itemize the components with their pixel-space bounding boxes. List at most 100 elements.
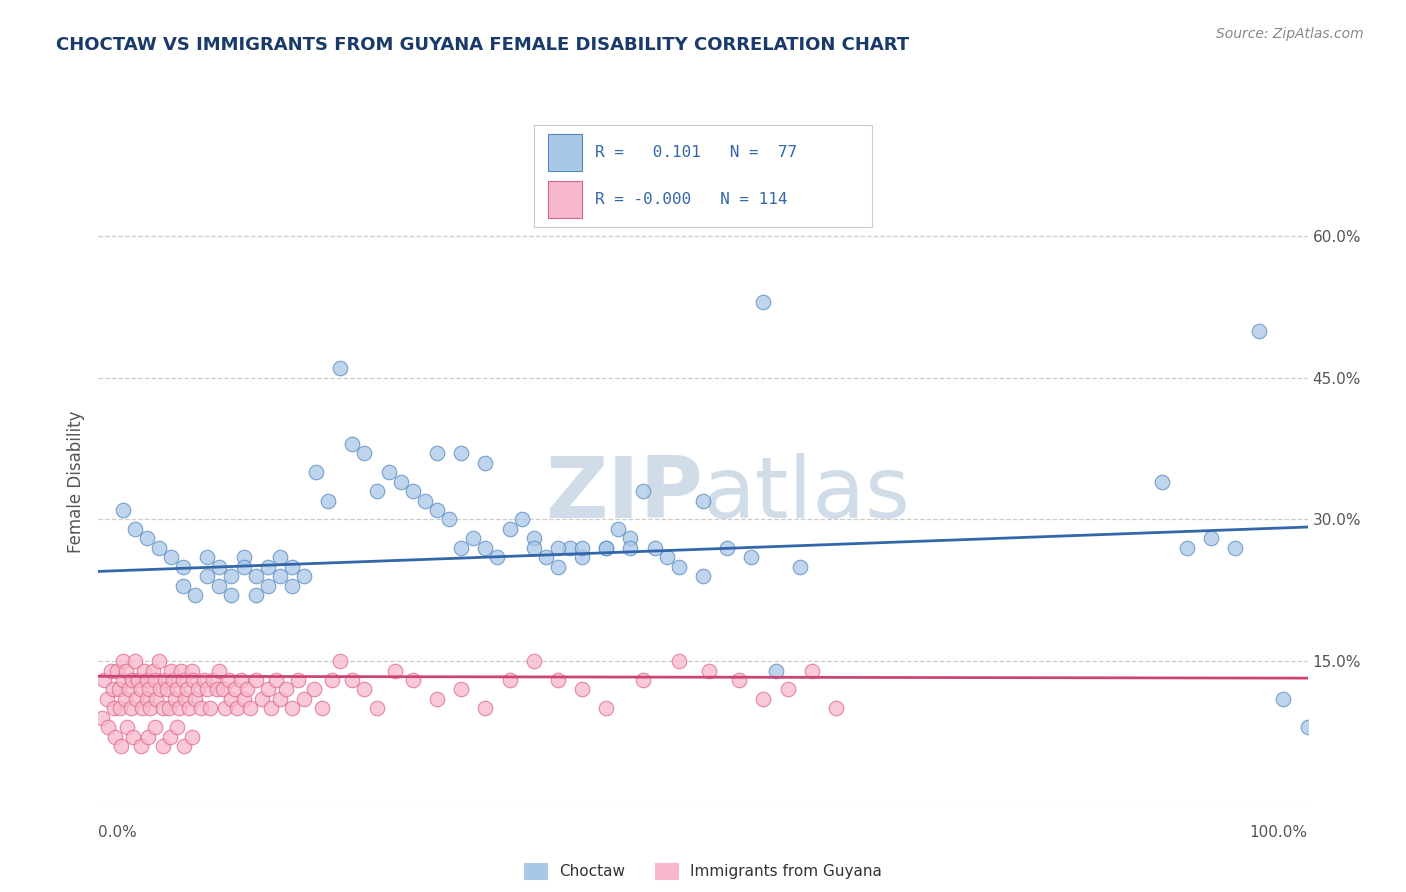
Point [173, 739, 195, 753]
Point [111, 654, 134, 668]
Point [305, 465, 328, 479]
Point [212, 682, 235, 697]
Point [135, 692, 157, 706]
Text: CHOCTAW VS IMMIGRANTS FROM GUYANA FEMALE DISABILITY CORRELATION CHART: CHOCTAW VS IMMIGRANTS FROM GUYANA FEMALE… [56, 36, 910, 54]
Point [208, 578, 231, 592]
Point [195, 682, 218, 697]
Point [172, 673, 194, 687]
Point [789, 559, 811, 574]
Point [353, 682, 375, 697]
Point [776, 682, 799, 697]
Point [498, 673, 520, 687]
Point [159, 730, 181, 744]
Legend: Choctaw, Immigrants from Guyana: Choctaw, Immigrants from Guyana [517, 857, 889, 885]
Point [162, 673, 184, 687]
Point [1272, 692, 1295, 706]
Point [232, 559, 254, 574]
Point [1199, 532, 1222, 546]
Point [619, 532, 641, 546]
Point [108, 701, 131, 715]
Point [655, 550, 678, 565]
Point [229, 673, 252, 687]
Point [287, 673, 309, 687]
Point [474, 456, 496, 470]
Point [256, 559, 278, 574]
Point [104, 730, 127, 744]
Point [402, 484, 425, 499]
Point [474, 541, 496, 555]
Point [139, 701, 162, 715]
Point [163, 692, 186, 706]
Point [135, 673, 157, 687]
Point [571, 682, 593, 697]
Point [274, 682, 297, 697]
Point [111, 503, 134, 517]
Point [91, 711, 114, 725]
Point [101, 682, 124, 697]
Point [148, 541, 170, 555]
Point [697, 664, 720, 678]
Point [96, 692, 118, 706]
Text: ZIP: ZIP [546, 453, 703, 536]
Text: Source: ZipAtlas.com: Source: ZipAtlas.com [1216, 27, 1364, 41]
Point [752, 295, 775, 310]
Point [172, 578, 194, 592]
Point [184, 692, 207, 706]
Point [198, 701, 221, 715]
Point [180, 730, 202, 744]
Point [176, 682, 198, 697]
Point [124, 522, 146, 536]
Point [752, 692, 775, 706]
Point [765, 664, 787, 678]
Point [426, 446, 449, 460]
Point [221, 692, 243, 706]
Point [245, 588, 267, 602]
Point [384, 664, 406, 678]
Point [172, 559, 194, 574]
Point [195, 550, 218, 565]
Point [129, 739, 152, 753]
Point [236, 682, 259, 697]
Point [105, 664, 128, 678]
Point [120, 701, 142, 715]
Point [631, 673, 654, 687]
Point [110, 739, 132, 753]
Point [138, 682, 160, 697]
Point [166, 720, 188, 734]
Point [619, 541, 641, 555]
Point [1249, 324, 1271, 338]
Point [149, 682, 172, 697]
Point [292, 692, 315, 706]
Point [450, 446, 472, 460]
Point [269, 569, 291, 583]
Point [281, 578, 304, 592]
Point [166, 682, 188, 697]
Point [523, 532, 546, 546]
Point [202, 673, 225, 687]
Point [145, 692, 167, 706]
Point [728, 673, 751, 687]
Text: 100.0%: 100.0% [1250, 825, 1308, 840]
Point [224, 682, 246, 697]
Point [93, 673, 115, 687]
Point [413, 493, 436, 508]
Point [136, 730, 159, 744]
Point [316, 493, 339, 508]
Point [232, 550, 254, 565]
Point [117, 720, 139, 734]
Point [523, 654, 546, 668]
Point [156, 682, 179, 697]
Point [595, 541, 617, 555]
Point [143, 720, 166, 734]
Point [595, 701, 617, 715]
Point [218, 673, 240, 687]
Point [377, 465, 399, 479]
Point [103, 701, 125, 715]
Point [221, 588, 243, 602]
Point [152, 701, 174, 715]
Point [160, 664, 183, 678]
Point [195, 569, 218, 583]
Point [264, 673, 287, 687]
Point [342, 673, 364, 687]
Point [127, 673, 149, 687]
